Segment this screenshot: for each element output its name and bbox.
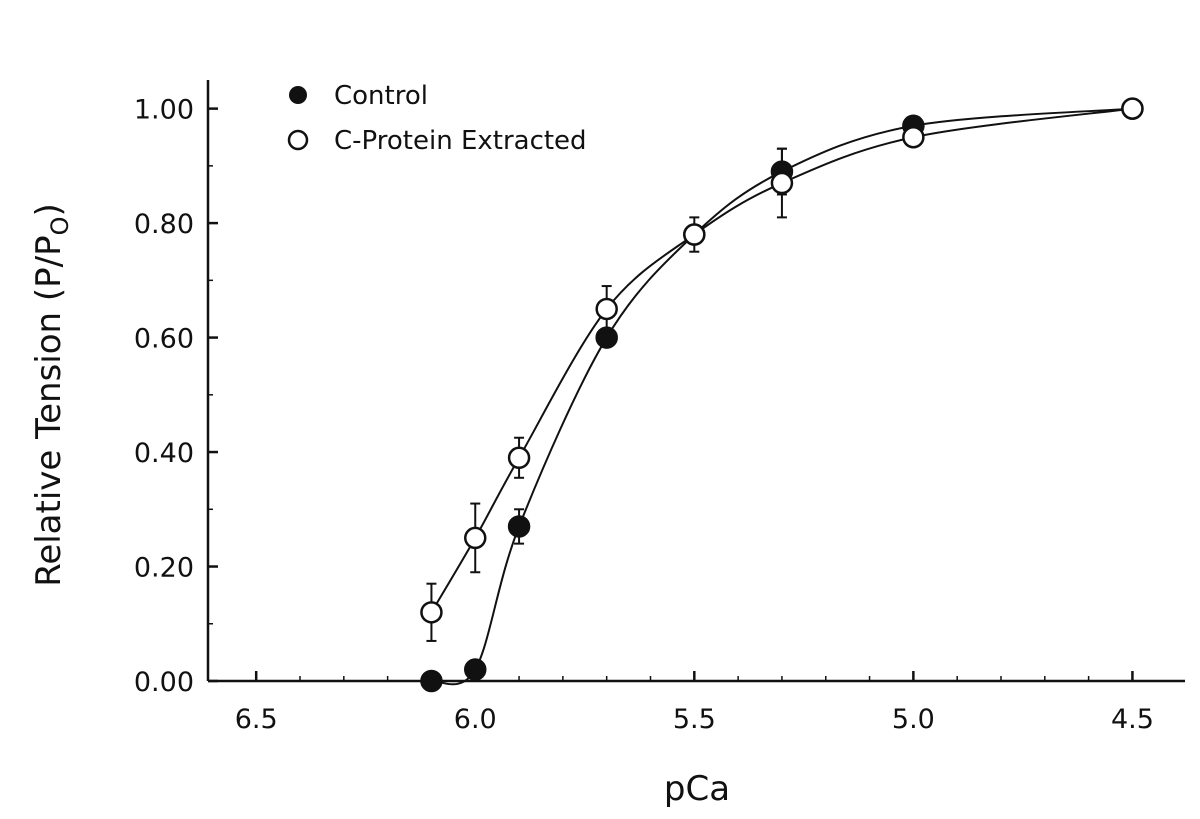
control-point <box>420 669 443 693</box>
x-axis-label: pCa <box>664 769 730 809</box>
y-tick-label: 0.40 <box>134 438 194 469</box>
axes: 6.5 6.0 5.5 5.0 4.5 0.00 0.20 0.40 0.60 0.80 1.00 <box>134 80 1185 735</box>
x-tick-label: 5.5 <box>673 704 716 735</box>
legend: Control C-Protein Extracted <box>287 81 587 156</box>
extracted-point <box>420 601 443 624</box>
points <box>420 97 1144 693</box>
extracted-point <box>507 446 531 470</box>
legend-label-control: Control <box>334 81 428 111</box>
extracted-point <box>1121 97 1144 120</box>
y-tick-label: 0.80 <box>134 209 194 240</box>
x-tick-label: 6.5 <box>235 704 278 735</box>
y-tick-label: 0.20 <box>134 553 194 584</box>
y-tick-label: 0.60 <box>134 324 194 355</box>
legend-marker-extracted <box>287 129 309 151</box>
legend-marker-control <box>289 86 307 104</box>
x-tick-label: 6.0 <box>454 704 497 735</box>
extracted-point <box>464 526 487 550</box>
y-axis-label-sub: O <box>46 216 74 235</box>
x-tick-label: 5.0 <box>892 704 935 735</box>
y-axis-label: Relative Tension (P/PO) <box>29 203 74 587</box>
y-tick-label: 1.00 <box>134 95 194 126</box>
extracted-point <box>683 223 706 246</box>
legend-label-extracted: C-Protein Extracted <box>334 126 587 156</box>
extracted-point <box>902 125 925 149</box>
extracted-point <box>770 171 794 195</box>
extracted-point <box>595 297 618 321</box>
x-tick-label: 4.5 <box>1111 704 1154 735</box>
y-axis-label-close: ) <box>29 203 69 216</box>
control-point <box>507 515 531 538</box>
y-axis-label-main: Relative Tension (P/P <box>29 235 69 586</box>
control-point <box>464 658 487 681</box>
y-tick-label: 0.00 <box>134 667 194 698</box>
